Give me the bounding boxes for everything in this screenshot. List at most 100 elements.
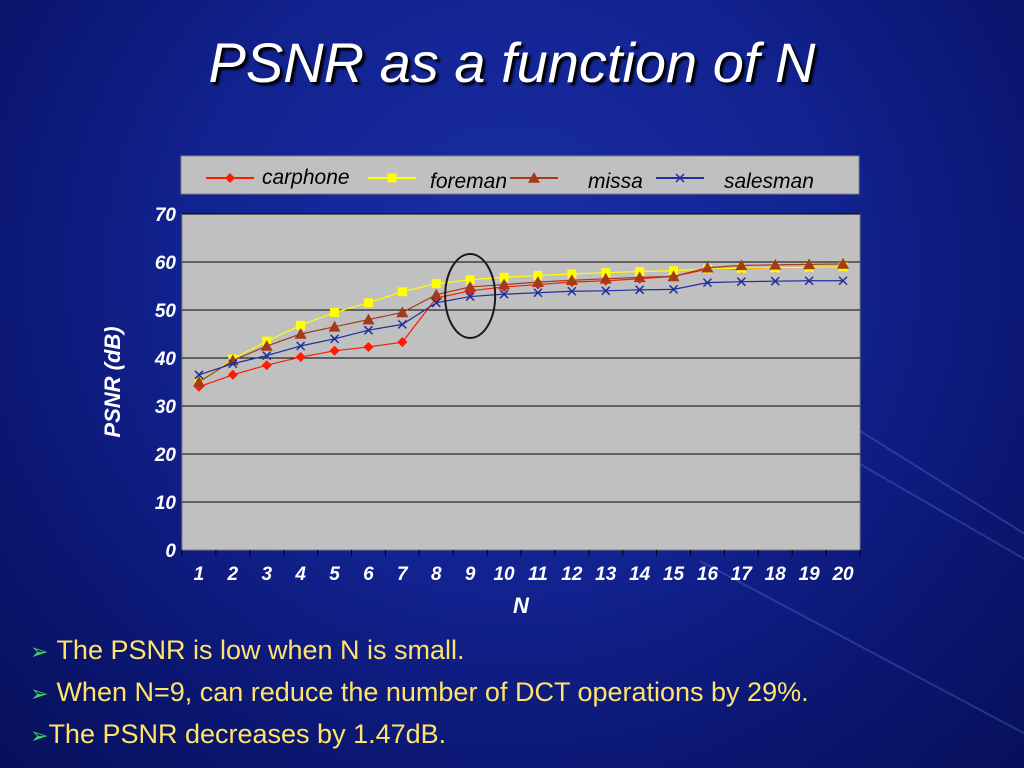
x-tick-label: 13 (595, 564, 617, 585)
x-tick-label: 16 (697, 564, 719, 585)
x-tick-label: 11 (528, 564, 548, 585)
y-tick-label: 10 (155, 493, 177, 514)
legend-marker-foreman (387, 173, 397, 183)
data-point-missa (294, 328, 307, 339)
data-point-missa (192, 376, 205, 387)
x-tick-label: 1 (194, 564, 205, 585)
slide-title: PSNR as a function of N (208, 31, 816, 94)
data-point-foreman (431, 279, 441, 289)
data-point-foreman (397, 287, 407, 297)
data-point-salesman (770, 276, 780, 286)
data-point-missa (464, 280, 477, 292)
legend-marker-salesman (675, 173, 685, 183)
data-point-salesman (702, 278, 712, 288)
x-tick-label: 19 (799, 564, 821, 585)
data-point-foreman (567, 269, 577, 279)
data-point-missa (701, 261, 714, 273)
data-point-salesman (804, 276, 814, 286)
bullet-text: When N=9, can reduce the number of DCT o… (56, 677, 809, 707)
data-point-carphone (329, 345, 340, 356)
legend-marker-missa (528, 172, 540, 183)
y-tick-label: 20 (154, 445, 177, 466)
data-point-salesman (397, 319, 407, 329)
y-tick-label: 50 (155, 301, 177, 322)
data-point-missa (599, 272, 612, 284)
y-tick-label: 40 (154, 349, 177, 370)
bullet-item: ➢The PSNR decreases by 1.47dB. (30, 714, 809, 756)
x-tick-label: 12 (561, 564, 583, 585)
x-tick-label: 8 (431, 564, 442, 585)
x-tick-label: 20 (831, 564, 854, 585)
data-point-salesman (431, 298, 441, 308)
data-point-salesman (194, 370, 204, 380)
legend-label-carphone: carphone (262, 166, 350, 189)
data-point-salesman (567, 286, 577, 296)
data-point-salesman (262, 351, 272, 361)
data-point-missa (498, 278, 511, 290)
data-point-salesman (465, 292, 475, 302)
legend-label-missa: missa (588, 170, 643, 193)
data-point-salesman (330, 334, 340, 344)
data-point-salesman (296, 341, 306, 351)
data-point-missa (362, 313, 375, 325)
data-point-foreman (465, 275, 475, 285)
data-point-missa (837, 257, 850, 269)
legend-marker-carphone (225, 173, 235, 183)
x-tick-label: 7 (397, 564, 409, 585)
data-point-missa (260, 340, 273, 351)
x-tick-label: 14 (629, 564, 651, 585)
data-point-salesman (533, 288, 543, 298)
x-tick-label: 18 (765, 564, 787, 585)
bullet-item: ➢ The PSNR is low when N is small. (30, 630, 809, 672)
data-point-missa (803, 258, 816, 270)
x-tick-label: 2 (227, 564, 239, 585)
data-point-salesman (669, 284, 679, 294)
y-axis-title: PSNR (dB) (100, 326, 125, 437)
data-point-carphone (397, 337, 408, 348)
x-tick-label: 15 (663, 564, 685, 585)
data-point-missa (328, 320, 341, 332)
data-point-foreman (296, 320, 306, 330)
x-tick-label: 4 (294, 564, 306, 585)
arrow-bullet-icon: ➢ (30, 723, 49, 748)
data-point-missa (430, 288, 443, 300)
data-point-missa (396, 306, 409, 318)
data-point-salesman (363, 325, 373, 335)
data-point-salesman (228, 359, 238, 369)
y-tick-label: 30 (155, 397, 177, 418)
legend-box (180, 155, 860, 195)
x-tick-label: 10 (493, 564, 515, 585)
data-point-salesman (838, 276, 848, 286)
data-point-missa (633, 271, 646, 283)
bullet-text: The PSNR decreases by 1.47dB. (48, 719, 447, 749)
legend-label-foreman: foreman (430, 170, 507, 193)
data-point-missa (531, 276, 544, 287)
data-point-salesman (499, 289, 509, 299)
data-point-missa (769, 258, 782, 270)
bullet-item: ➢ When N=9, can reduce the number of DCT … (30, 672, 809, 714)
arrow-bullet-icon: ➢ (30, 681, 49, 706)
series-line-foreman (198, 266, 844, 383)
data-point-foreman (363, 298, 373, 308)
x-tick-label: 9 (465, 564, 476, 585)
x-axis-title: N (513, 593, 530, 618)
data-point-carphone (295, 352, 306, 363)
data-point-carphone (363, 341, 374, 352)
data-point-missa (735, 259, 748, 271)
series-line-salesman (198, 280, 844, 376)
bullet-list: ➢ The PSNR is low when N is small. ➢ When … (30, 630, 809, 756)
arrow-bullet-icon: ➢ (30, 639, 49, 664)
y-tick-label: 70 (155, 205, 177, 226)
data-point-salesman (736, 277, 746, 287)
y-tick-label: 60 (155, 253, 177, 274)
data-point-missa (667, 270, 680, 282)
data-point-salesman (601, 286, 611, 296)
data-point-salesman (635, 285, 645, 295)
x-tick-label: 17 (731, 564, 754, 585)
highlight-ellipse (444, 253, 497, 339)
series-line-missa (198, 263, 844, 383)
plot-area (181, 213, 861, 551)
data-point-missa (565, 274, 578, 286)
legend-label-salesman: salesman (724, 170, 814, 193)
